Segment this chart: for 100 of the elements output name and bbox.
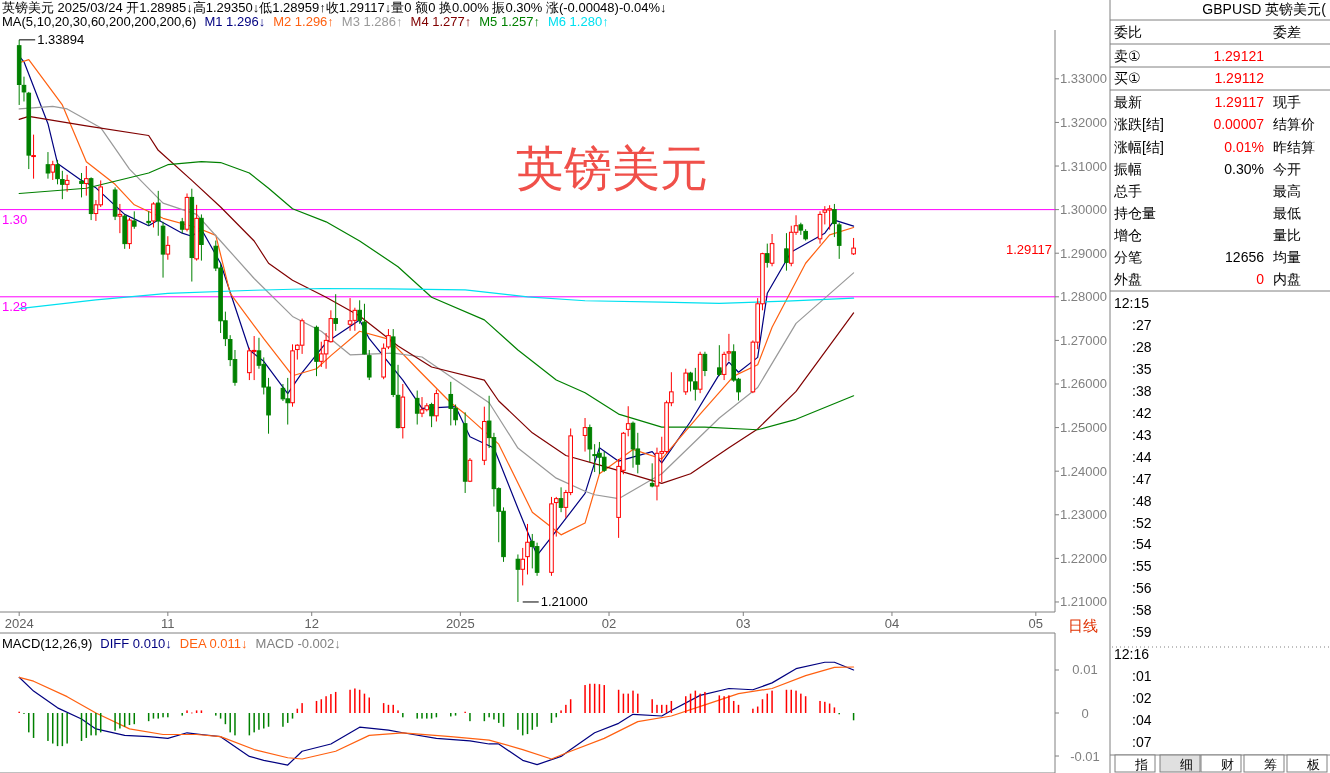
- annotation: 1.33894: [37, 32, 85, 48]
- candlestick: [366, 349, 372, 381]
- text: 总手: [1113, 183, 1142, 199]
- candlestick: [127, 217, 132, 250]
- text: :42: [1132, 404, 1152, 421]
- text: :27: [1132, 316, 1152, 333]
- x-tick-label: 05: [1028, 615, 1044, 631]
- candlestick: [587, 424, 593, 463]
- x-tick-label: 02: [601, 615, 617, 631]
- annotation: MACD -0.002↓: [255, 635, 341, 651]
- text: :56: [1132, 580, 1152, 597]
- candlestick: [448, 381, 454, 426]
- annotation: 英镑美元: [516, 141, 708, 195]
- text: 最新: [1114, 94, 1142, 110]
- text: 振幅: [1114, 161, 1142, 177]
- candlestick: [625, 405, 631, 437]
- text: :07: [1132, 734, 1152, 750]
- text: 委比: [1114, 24, 1142, 40]
- candlestick: [515, 553, 521, 603]
- text: 财: [1221, 756, 1234, 772]
- text: :04: [1132, 712, 1152, 729]
- text: 持仓量: [1114, 205, 1156, 221]
- text: :01: [1132, 668, 1152, 685]
- text: 板: [1306, 756, 1320, 772]
- text: 外盘: [1114, 271, 1142, 287]
- annotation: 1.21000: [540, 594, 588, 610]
- candlestick: [50, 160, 56, 181]
- text: 量比: [1273, 227, 1301, 243]
- text: M2 1.296↑: [273, 13, 334, 29]
- candlestick: [64, 174, 70, 193]
- candlestick: [717, 344, 722, 377]
- text: 结算价: [1273, 116, 1315, 132]
- text: 涨跌[结]: [1114, 116, 1164, 132]
- text: 卖①: [1114, 48, 1141, 64]
- candlestick: [414, 390, 420, 426]
- text: :55: [1132, 558, 1152, 575]
- text: M1 1.296↓: [204, 13, 266, 29]
- text: 昨结算: [1273, 139, 1315, 155]
- text: 指: [1134, 756, 1148, 772]
- y-tick-label: 1.26000: [1060, 376, 1107, 392]
- candlestick: [553, 496, 559, 538]
- y-tick-label: 1.25000: [1060, 420, 1107, 436]
- candlestick: [347, 297, 353, 332]
- candlestick: [558, 486, 564, 513]
- candlestick: [45, 151, 51, 180]
- text: 涨幅[结]: [1114, 139, 1164, 155]
- candlestick: [79, 172, 84, 198]
- x-tick-label: 11: [161, 615, 175, 631]
- text: 委差: [1273, 24, 1301, 40]
- text: :02: [1132, 690, 1152, 707]
- text: 最高: [1273, 183, 1301, 199]
- text: DEA 0.011↓: [179, 635, 248, 651]
- y-tick-label: 1.24000: [1060, 463, 1107, 479]
- x-tick-label: 12: [304, 615, 319, 631]
- text: :43: [1132, 426, 1152, 443]
- candlestick: [419, 396, 425, 418]
- ref-line-label: 1.28: [2, 299, 28, 315]
- text: 1.29121: [1213, 48, 1265, 64]
- candlestick: [333, 293, 338, 332]
- text: 日线: [1068, 616, 1098, 634]
- text: M4 1.277↑: [410, 13, 472, 29]
- y-tick-label: 1.30000: [1060, 202, 1107, 218]
- text: :38: [1132, 382, 1152, 399]
- y-tick-label: 1.32000: [1060, 114, 1107, 130]
- candlestick: [784, 232, 789, 272]
- text: 12:15: [1114, 295, 1150, 311]
- x-tick-label: 04: [884, 615, 900, 631]
- x-tick-label: 2025: [445, 615, 475, 631]
- text: M5 1.257↑: [479, 13, 540, 29]
- text: :52: [1132, 514, 1152, 531]
- x-tick-label: 2024: [4, 615, 34, 631]
- text: 1.29112: [1214, 70, 1265, 86]
- text: 分笔: [1114, 249, 1142, 265]
- text: 12656: [1225, 249, 1265, 265]
- text: :28: [1132, 338, 1152, 355]
- text: 均量: [1272, 249, 1301, 265]
- candlestick: [520, 547, 525, 586]
- text: 细: [1180, 756, 1193, 772]
- text: 0: [1256, 271, 1265, 287]
- candlestick: [769, 233, 775, 267]
- candlestick: [429, 402, 434, 428]
- y-tick-label: 1.21000: [1060, 594, 1107, 610]
- annotation: 1.29117: [1005, 241, 1052, 257]
- candlestick: [60, 170, 65, 200]
- candlestick: [434, 389, 439, 422]
- text: GBPUSD 英镑美元(: [1202, 1, 1327, 17]
- text: 0.30%: [1224, 161, 1264, 177]
- candlestick: [386, 328, 391, 350]
- text: 筹: [1264, 756, 1277, 772]
- text: 1.29117: [1214, 94, 1265, 110]
- y-tick-label: 0: [1081, 705, 1089, 721]
- candlestick: [117, 203, 123, 234]
- candlestick: [525, 523, 530, 576]
- candlestick: [702, 351, 708, 377]
- candlestick: [146, 210, 151, 227]
- candlestick: [251, 335, 257, 381]
- text: 内盘: [1273, 271, 1301, 287]
- y-tick-label: 0.01: [1072, 662, 1098, 678]
- text: 0.00007: [1213, 116, 1265, 132]
- candlestick: [601, 451, 607, 473]
